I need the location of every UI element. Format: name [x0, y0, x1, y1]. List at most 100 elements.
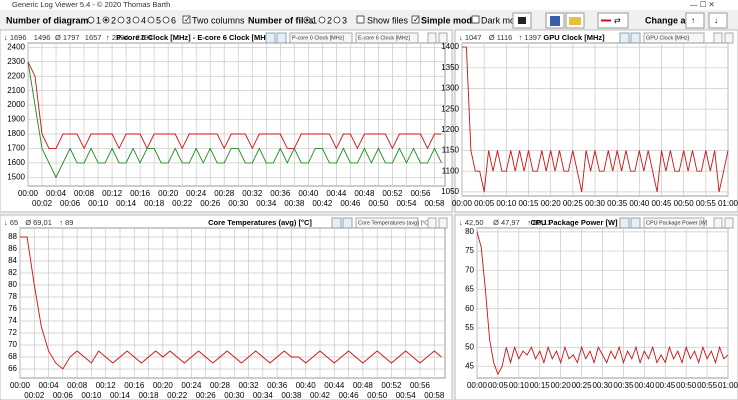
button[interactable] [427, 32, 437, 44]
up-button[interactable] [685, 12, 705, 29]
stat: ↓ 65 [4, 218, 18, 227]
info-button[interactable] [630, 32, 641, 44]
radio[interactable] [162, 16, 170, 24]
plot-area [27, 42, 446, 187]
radio[interactable] [132, 16, 140, 24]
x-tick-label: 00:58 [424, 199, 445, 208]
window-controls[interactable]: — ☐ ✕ [690, 0, 715, 9]
info-button[interactable] [331, 217, 342, 229]
x-tick-label: 00:20 [158, 189, 179, 198]
dropdown-text: Core Temperatures (avg) [°C] [358, 220, 430, 226]
y-tick-label: 82 [8, 268, 17, 277]
x-tick-label: 00:44 [326, 189, 347, 198]
x-tick-label: 00:12 [102, 189, 123, 198]
x-tick-label: 00:05 [474, 199, 495, 208]
data-line [462, 46, 729, 192]
checkbox[interactable] [411, 15, 420, 24]
data-line [476, 231, 729, 376]
x-tick-label: 00:26 [200, 199, 221, 208]
x-tick-label: 00:25 [563, 199, 584, 208]
x-tick-label: 00:22 [172, 199, 193, 208]
x-tick-label: 00:15 [518, 199, 539, 208]
x-tick-label: 00:04 [46, 189, 67, 198]
radio[interactable] [147, 16, 155, 24]
y-tick-label: 70 [465, 265, 474, 274]
stat: Ø 47,97 [493, 218, 520, 227]
dropdown-text: P-core 0 Clock [MHz] [292, 35, 344, 41]
radio-label: 2 [111, 15, 116, 25]
x-tick-label: 00:40 [298, 189, 319, 198]
button[interactable] [713, 32, 723, 44]
radio[interactable] [87, 16, 95, 24]
y-tick-label: 68 [8, 352, 17, 361]
x-tick-label: 00:45 [655, 381, 676, 390]
y-tick-label: 76 [8, 304, 17, 313]
y-tick-label: 2300 [7, 57, 25, 66]
diagrams-label: Number of diagrams [6, 15, 94, 25]
x-tick-label: 00:52 [382, 189, 403, 198]
button[interactable] [438, 217, 448, 229]
x-tick-label: 00:24 [186, 189, 207, 198]
x-tick-label: 00:20 [541, 199, 562, 208]
info-button[interactable] [265, 32, 276, 44]
y-tick-label: 75 [465, 246, 474, 255]
x-tick-label: 00:36 [267, 381, 288, 390]
x-tick-label: 00:08 [74, 189, 95, 198]
radio[interactable] [117, 16, 125, 24]
info-button[interactable] [619, 32, 630, 44]
radio[interactable] [333, 16, 341, 24]
x-tick-label: 00:50 [367, 391, 388, 400]
x-tick-label: 01:00 [718, 199, 738, 208]
x-tick-label: 00:40 [629, 199, 650, 208]
button[interactable] [724, 32, 734, 44]
x-tick-label: 00:30 [228, 199, 249, 208]
y-tick-label: 74 [8, 316, 17, 325]
x-tick-label: 00:58 [424, 391, 445, 400]
checkbox[interactable] [356, 15, 365, 24]
two-columns: Two columns [192, 15, 245, 25]
files-label: Number of files [248, 15, 314, 25]
folder-icon [569, 17, 581, 25]
x-tick-label: 00:50 [676, 381, 697, 390]
y-tick-label: 86 [8, 244, 17, 253]
x-tick-label: 00:56 [410, 189, 431, 198]
button[interactable] [724, 217, 734, 229]
stat: ↑ 80,11 [527, 218, 551, 227]
window-title: Generic Log Viewer 5.4 - © 2020 Thomas B… [12, 0, 170, 9]
button[interactable] [427, 217, 437, 229]
down-button[interactable] [708, 12, 728, 29]
x-tick-label: 00:25 [572, 381, 593, 390]
x-tick-label: 00:35 [613, 381, 634, 390]
info-button[interactable] [619, 217, 630, 229]
dropdown-text: GPU Clock [MHz] [646, 35, 690, 41]
checkbox[interactable] [182, 15, 191, 24]
x-tick-label: 00:05 [488, 381, 509, 390]
x-tick-label: 00:20 [153, 381, 174, 390]
x-tick-label: 00:45 [651, 199, 672, 208]
x-tick-label: 00:35 [607, 199, 628, 208]
y-tick-label: 1800 [7, 129, 25, 138]
panel-title: GPU Clock [MHz] [543, 33, 605, 42]
x-tick-label: 00:54 [396, 391, 417, 400]
button[interactable] [713, 217, 723, 229]
x-tick-label: 00:46 [340, 199, 361, 208]
info-button[interactable] [342, 217, 353, 229]
x-tick-label: 00:02 [24, 391, 45, 400]
checkbox[interactable] [471, 15, 480, 24]
radio[interactable] [318, 16, 326, 24]
x-tick-label: 00:48 [354, 189, 375, 198]
x-tick-label: 00:38 [281, 391, 302, 400]
dropdown-text: CPU Package Power [W] [646, 220, 708, 226]
x-tick-label: 00:14 [116, 199, 137, 208]
y-tick-label: 72 [8, 328, 17, 337]
y-tick-label: 65 [465, 285, 474, 294]
check-mark: ✓ [184, 15, 191, 24]
stat: ↓ 1696 [4, 33, 27, 42]
x-tick-label: 00:52 [381, 381, 402, 390]
info-button[interactable] [276, 32, 287, 44]
x-tick-label: 00:34 [256, 199, 277, 208]
swap-button[interactable] [597, 12, 629, 29]
info-button[interactable] [630, 217, 641, 229]
